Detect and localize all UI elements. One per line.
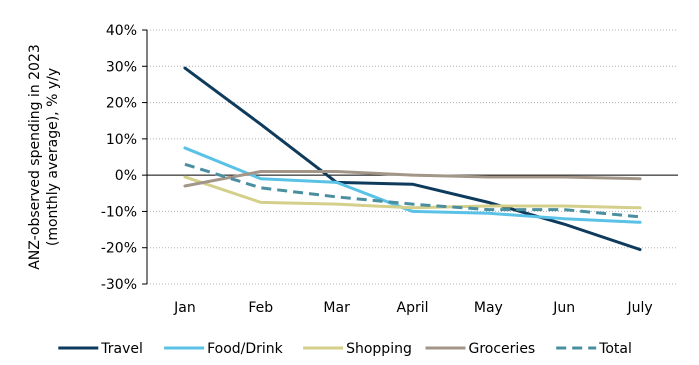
legend-label-food-drink: Food/Drink <box>207 341 284 357</box>
y-tick-label: 20% <box>106 96 137 112</box>
legend-label-travel: Travel <box>100 341 143 357</box>
x-tick-label: May <box>474 300 503 316</box>
series-line-total <box>184 162 641 219</box>
gridlines <box>147 29 678 285</box>
x-tick-labels: Jan Feb Mar April May Jun July <box>173 300 653 316</box>
x-tick-label: Jan <box>173 300 196 316</box>
x-tick-label: April <box>397 300 429 316</box>
x-tick-label: Mar <box>323 300 350 316</box>
series-line-shopping <box>183 175 642 210</box>
y-axis-title: ANZ-observed spending in 2023 (monthly a… <box>27 44 61 270</box>
series-line-groceries <box>183 170 642 188</box>
legend-label-shopping: Shopping <box>346 341 412 357</box>
series-line-food-drink <box>183 146 642 224</box>
series-line-travel <box>183 66 642 252</box>
series-lines <box>183 66 642 252</box>
y-tick-label: 10% <box>106 132 137 148</box>
x-tick-label: Jun <box>552 300 575 316</box>
legend: Travel Food/Drink Shopping Groceries Total <box>58 341 632 357</box>
y-axis-title-line-1: ANZ-observed spending in 2023 <box>27 44 43 270</box>
y-axis-title-line-2: (monthly average), % y/y <box>45 68 61 246</box>
y-tick-label: 40% <box>106 23 137 39</box>
x-tick-label: July <box>626 300 652 316</box>
y-tick-label: -30% <box>101 277 137 293</box>
y-tick-label: -10% <box>101 204 137 220</box>
y-tick-labels: -30% -20% -10% 0% 10% 20% 30% 40% <box>101 23 137 293</box>
y-tick-label: -20% <box>101 241 137 257</box>
x-tick-label: Feb <box>248 300 273 316</box>
y-tick-label: 30% <box>106 59 137 75</box>
y-tick-label: 0% <box>115 168 137 184</box>
legend-label-total: Total <box>598 341 632 357</box>
axes <box>142 29 678 285</box>
legend-label-groceries: Groceries <box>469 341 536 357</box>
